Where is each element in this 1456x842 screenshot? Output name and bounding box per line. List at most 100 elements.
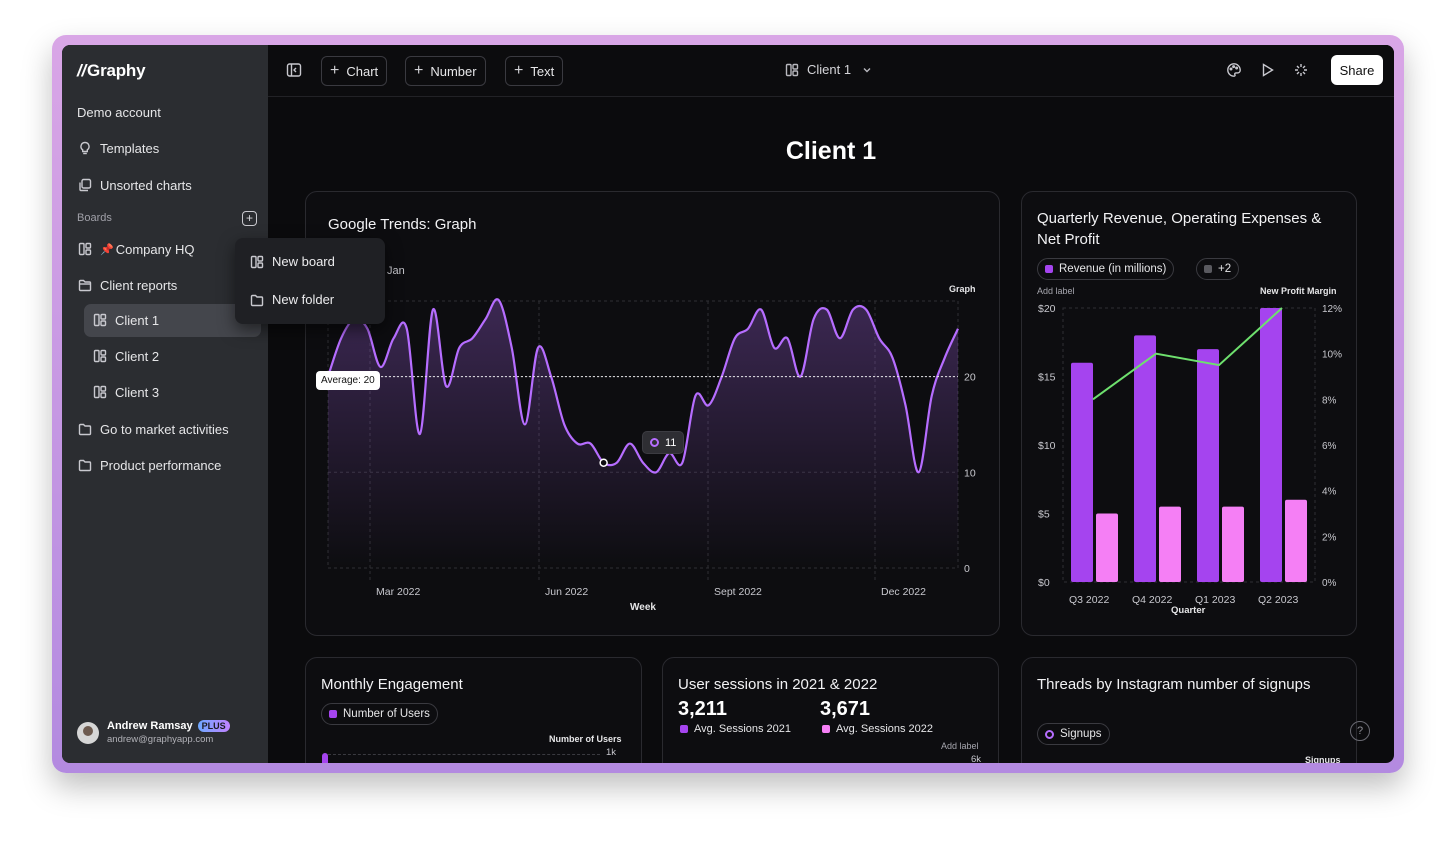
y-tick-label: 20 xyxy=(964,372,976,384)
legend-label: Number of Users xyxy=(343,708,430,720)
profit-margin-line xyxy=(1092,307,1283,401)
sidebar-item-company-hq[interactable]: 📌 Company HQ xyxy=(77,239,194,259)
account-switcher[interactable]: Demo account xyxy=(77,102,161,122)
sessions-2021-legend: Avg. Sessions 2021 xyxy=(680,723,791,735)
legend-swatch xyxy=(680,725,688,733)
y-tick-label: 0 xyxy=(964,563,970,575)
legend-swatch xyxy=(1045,265,1053,273)
menu-item-new-board[interactable]: New board xyxy=(250,254,335,269)
bar-expenses xyxy=(1285,499,1307,582)
play-icon[interactable] xyxy=(1259,62,1275,78)
palette-icon[interactable] xyxy=(1226,62,1242,78)
graphy-logo[interactable]: //Graphy xyxy=(77,61,146,80)
plus-icon: + xyxy=(414,62,424,79)
legend-number-of-users[interactable]: Number of Users xyxy=(321,703,438,725)
sidebar-item-client-3[interactable]: Client 3 xyxy=(92,382,159,402)
y-tick-label: $15 xyxy=(1038,372,1056,384)
x-tick-label: Q1 2023 xyxy=(1195,594,1235,606)
top-toolbar: + Chart + Number + Text Client 1 Share xyxy=(268,45,1394,97)
tooltip-marker-icon xyxy=(650,438,659,447)
sidebar-item-label: Company HQ xyxy=(115,241,195,257)
card-title: Quarterly Revenue, Operating Expenses & … xyxy=(1037,210,1322,248)
x-tick-label: Q3 2022 xyxy=(1069,594,1109,606)
share-button[interactable]: Share xyxy=(1331,55,1383,85)
y2-tick-label: 6% xyxy=(1322,441,1337,452)
legend-label: Revenue (in millions) xyxy=(1059,263,1167,275)
plan-badge: PLUS xyxy=(197,720,230,732)
sidebar-item-label: Client reports xyxy=(100,277,178,293)
board-selector-label: Client 1 xyxy=(807,62,852,77)
board-icon xyxy=(77,242,92,257)
page-title[interactable]: Client 1 xyxy=(785,137,877,165)
legend-partial-label: Jan xyxy=(387,265,405,277)
board-icon xyxy=(250,255,264,268)
legend-more[interactable]: +2 xyxy=(1196,258,1240,280)
y2-tick-label: 10% xyxy=(1322,350,1342,361)
sidebar-item-label: Client 3 xyxy=(115,384,160,400)
sidebar-item-client-1[interactable]: Client 1 xyxy=(92,310,159,330)
y-tick-label: 10 xyxy=(964,467,976,479)
legend-signups[interactable]: Signups xyxy=(1037,723,1110,745)
sessions-2022-value: 3,671 xyxy=(820,698,871,720)
add-label-button[interactable]: Add label xyxy=(941,741,979,751)
legend-label: Signups xyxy=(1060,728,1102,740)
add-board-button[interactable]: + xyxy=(242,211,257,226)
sidebar-item-templates[interactable]: Templates xyxy=(77,138,159,158)
folder-icon xyxy=(77,422,92,437)
bar-expenses xyxy=(1159,506,1181,582)
pin-icon: 📌 xyxy=(100,243,114,256)
sidebar-item-client-2[interactable]: Client 2 xyxy=(92,346,159,366)
add-number-button[interactable]: + Number xyxy=(405,56,486,86)
trends-chart-card[interactable]: Google Trends: Graph Jan Graph 0 10 20 Mar … xyxy=(305,191,1000,636)
data-tooltip: 11 xyxy=(642,431,685,454)
series-line xyxy=(326,298,960,474)
y-tick-label: $20 xyxy=(1038,303,1056,315)
legend-label: Avg. Sessions 2022 xyxy=(836,723,934,735)
add-chart-button[interactable]: + Chart xyxy=(321,56,388,86)
x-axis-title: Week xyxy=(630,602,656,613)
add-text-button[interactable]: + Text xyxy=(505,56,564,86)
y2-tick-label: 4% xyxy=(1322,487,1337,498)
sidebar-item-client-reports[interactable]: Client reports xyxy=(77,275,177,295)
plus-icon: + xyxy=(514,62,524,79)
threads-chart-card[interactable]: Threads by Instagram number of signups S… xyxy=(1021,657,1357,763)
sidebar-item-unsorted[interactable]: Unsorted charts xyxy=(77,175,192,195)
board-selector[interactable]: Client 1 xyxy=(785,62,873,77)
x-tick-label: Sept 2022 xyxy=(714,586,762,598)
board-icon xyxy=(92,349,107,364)
quarterly-plot: $0 $5 $10 $15 $20 0% 2% 4% 6% 8% 10% 12% Q3 2022 Q4 2… xyxy=(1038,303,1342,606)
user-profile[interactable]: Andrew Ramsay PLUS andrew@graphyapp.com xyxy=(77,720,230,745)
trends-plot: 0 10 20 Mar 2022 Jun 2022 Sept 2022 Dec 2022 xyxy=(326,298,976,598)
board-icon xyxy=(92,385,107,400)
account-name: Demo account xyxy=(77,104,161,120)
axis-title: Number of Users xyxy=(549,734,622,744)
add-label-button[interactable]: Add label xyxy=(1037,286,1075,296)
sparkle-icon[interactable] xyxy=(1293,62,1309,78)
y2-tick-label: 0% xyxy=(1322,578,1337,589)
sessions-2022-legend: Avg. Sessions 2022 xyxy=(822,723,933,735)
help-button[interactable]: ? xyxy=(1350,721,1370,741)
quarterly-chart-card[interactable]: Quarterly Revenue, Operating Expenses & … xyxy=(1021,191,1357,636)
add-text-label: Text xyxy=(530,63,555,79)
app-frame: //Graphy Demo account Templates Unsorted… xyxy=(52,35,1404,773)
board-icon xyxy=(785,63,799,77)
engagement-chart-card[interactable]: Monthly Engagement Number of Users Numbe… xyxy=(305,657,642,763)
menu-item-new-folder[interactable]: New folder xyxy=(250,292,334,307)
collapse-sidebar-icon[interactable] xyxy=(286,62,302,78)
x-tick-label: Jun 2022 xyxy=(545,586,588,598)
plus-icon: + xyxy=(330,62,340,79)
sessions-chart-card[interactable]: User sessions in 2021 & 2022 3,211 Avg. … xyxy=(662,657,999,763)
y2-tick-label: 2% xyxy=(1322,532,1337,543)
y2-tick-label: 12% xyxy=(1322,304,1342,315)
card-title: User sessions in 2021 & 2022 xyxy=(678,676,878,693)
sidebar-item-label: Client 2 xyxy=(115,348,160,364)
avatar xyxy=(77,721,99,744)
series-area xyxy=(328,299,958,568)
axis-title: Signups xyxy=(1305,755,1341,763)
sidebar-active-highlight xyxy=(84,304,261,337)
sidebar-item-product-performance[interactable]: Product performance xyxy=(77,455,221,475)
legend-marker-icon xyxy=(1045,729,1054,739)
sidebar-item-go-to-market[interactable]: Go to market activities xyxy=(77,419,229,439)
legend-revenue[interactable]: Revenue (in millions) xyxy=(1037,258,1175,280)
user-email: andrew@graphyapp.com xyxy=(107,734,214,745)
